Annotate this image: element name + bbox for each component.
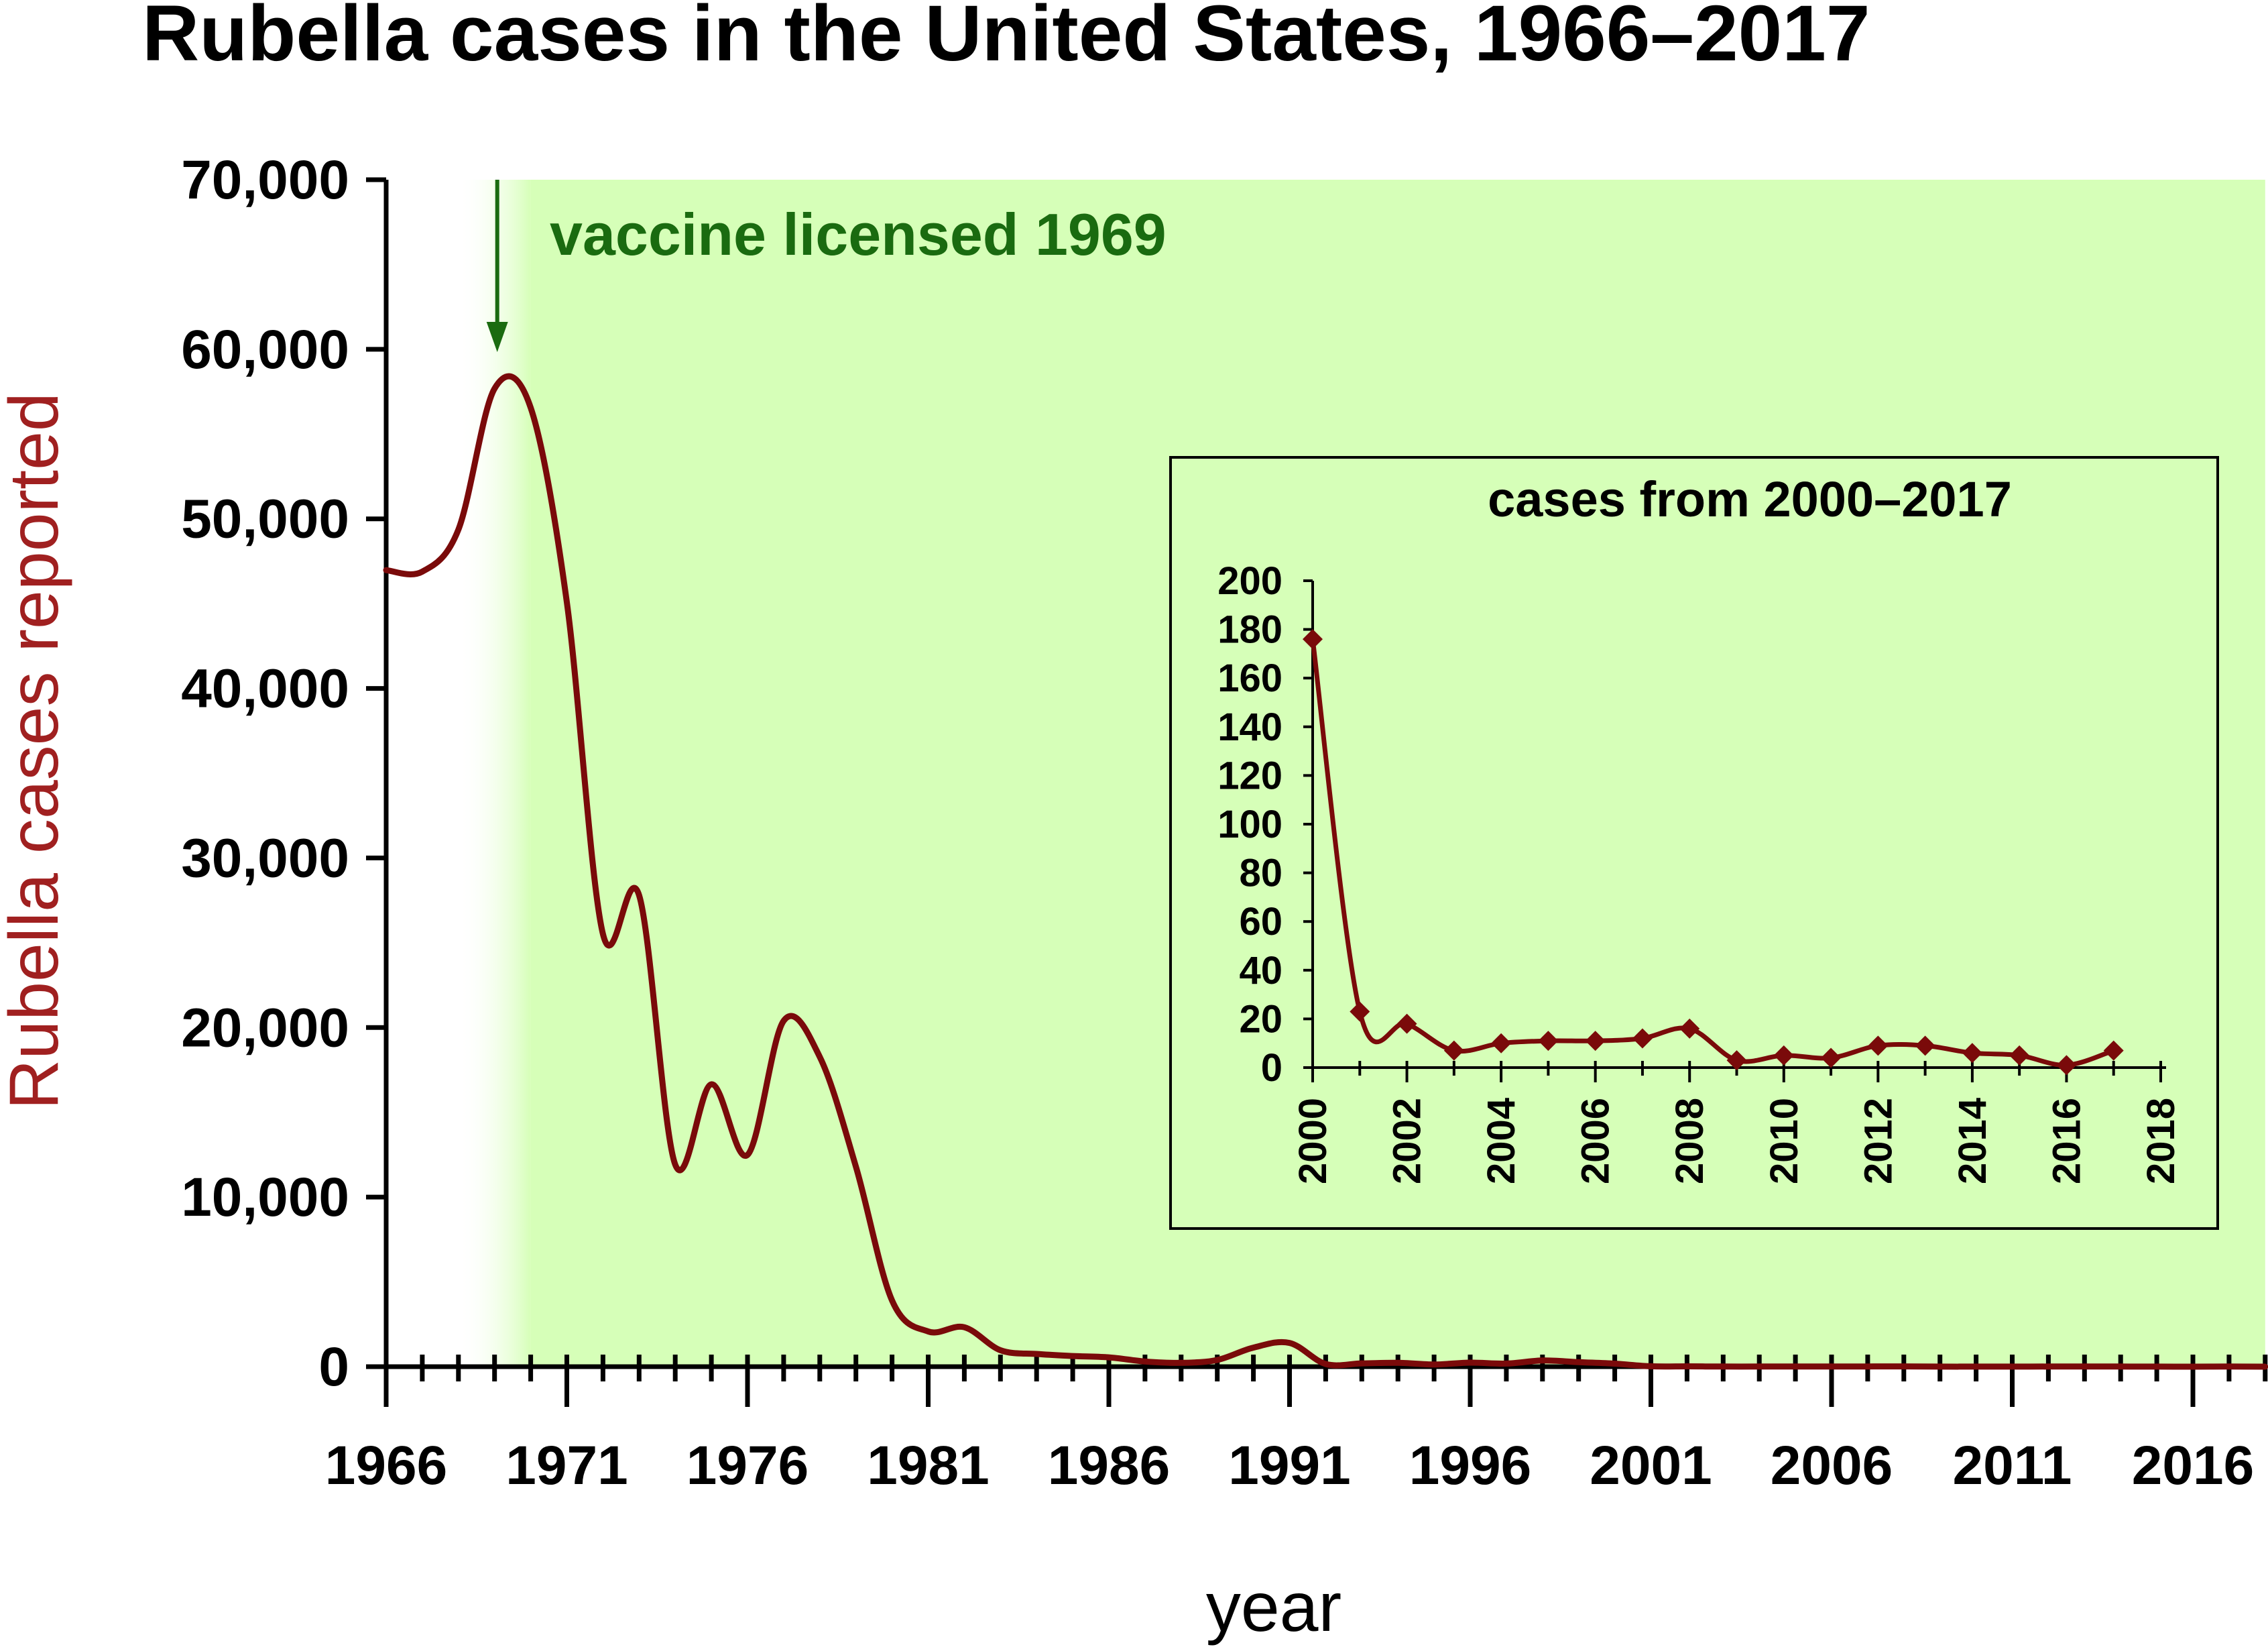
inset-x-tick-label: 2004 (1480, 1098, 1523, 1184)
inset-data-marker (1350, 1001, 1370, 1022)
inset-data-marker (1443, 1040, 1464, 1061)
y-tick-label: 60,000 (181, 319, 349, 380)
x-tick-label: 2001 (1590, 1435, 1712, 1496)
inset-data-marker (1868, 1035, 1889, 1056)
y-tick-labels: 0 10,000 20,000 30,000 40,000 50,000 60,000 70,… (181, 150, 349, 1398)
x-tick-label: 1986 (1048, 1435, 1170, 1496)
x-tick-label: 2011 (1953, 1435, 2072, 1496)
x-tick-label: 1976 (687, 1435, 809, 1496)
x-tick-label: 2016 (2132, 1435, 2254, 1496)
x-axis-title: year (1206, 1569, 1341, 1646)
y-tick-label: 30,000 (181, 828, 349, 889)
inset-y-tick-label: 200 (1217, 559, 1282, 603)
inset-x-tick-label: 2002 (1386, 1098, 1429, 1184)
x-tick-labels: 1966 1971 1976 1981 1986 1991 1996 2001 2006 2011… (325, 1435, 2254, 1496)
x-tick-label: 2006 (1771, 1435, 1893, 1496)
inset-data-marker (1303, 629, 1323, 650)
inset-x-tick-label: 2012 (1856, 1098, 1900, 1184)
inset-x-tick-labels: 2000 2002 2004 2006 2008 2010 2012 2014 2016 2018 (1291, 1098, 2183, 1184)
vaccine-annotation: vaccine licensed 1969 (486, 180, 1167, 352)
inset-data-marker (1396, 1013, 1417, 1034)
inset-data-marker (2103, 1040, 2124, 1061)
inset-y-tick-labels: 0 20 40 60 80 100 120 140 160 180 200 (1217, 559, 1282, 1090)
inset-x-tick-label: 2018 (2139, 1098, 2183, 1184)
inset-frame (1169, 456, 2219, 1230)
inset-data-marker (1915, 1035, 1935, 1056)
vaccine-era-fade (458, 180, 531, 1367)
inset-title: cases from 2000–2017 (1488, 471, 2012, 527)
x-tick-label: 1966 (325, 1435, 447, 1496)
inset-x-tick-label: 2000 (1291, 1098, 1335, 1184)
y-tick-label: 50,000 (181, 489, 349, 550)
y-tick-label: 10,000 (181, 1167, 349, 1228)
vaccine-annotation-text: vaccine licensed 1969 (550, 201, 1167, 268)
inset-x-tick-label: 2006 (1574, 1098, 1618, 1184)
y-axis-title: Rubella cases reported (0, 392, 73, 1110)
y-tick-label: 20,000 (181, 997, 349, 1058)
inset-panel: cases from 2000–2017 0 20 40 60 80 100 120 140 1… (1169, 456, 2219, 1230)
x-tick-label: 1991 (1228, 1435, 1350, 1496)
inset-data-marker (1538, 1031, 1559, 1051)
inset-data-marker (1679, 1018, 1700, 1039)
y-tick-label: 70,000 (181, 150, 349, 211)
inset-data-marker (1491, 1033, 1512, 1054)
inset-data-marker (2056, 1055, 2077, 1076)
inset-y-tick-label: 100 (1217, 803, 1282, 846)
inset-y-tick-label: 0 (1261, 1046, 1282, 1090)
inset-data-marker (1632, 1028, 1653, 1049)
inset-y-tick-label: 60 (1239, 900, 1282, 944)
inset-y-tick-label: 120 (1217, 754, 1282, 797)
inset-y-tick-label: 140 (1217, 705, 1282, 749)
inset-data-marker (1821, 1047, 1842, 1068)
inset-y-tick-label: 80 (1239, 852, 1282, 895)
inset-x-tick-label: 2008 (1668, 1098, 1712, 1184)
x-tick-label: 1971 (505, 1435, 628, 1496)
inset-data-marker (1962, 1043, 1982, 1064)
x-tick-label: 1996 (1409, 1435, 1531, 1496)
inset-data-marker (1773, 1045, 1794, 1066)
inset-y-tick-label: 160 (1217, 657, 1282, 700)
inset-data-marker (1585, 1031, 1606, 1051)
inset-x-tick-label: 2010 (1763, 1098, 1806, 1184)
inset-data-marker (2009, 1045, 2030, 1066)
y-tick-label: 40,000 (181, 659, 349, 720)
inset-y-tick-label: 40 (1239, 949, 1282, 992)
inset-data-marker (1726, 1050, 1747, 1071)
cases-series-line (383, 373, 2268, 1370)
inset-markers (1303, 629, 2124, 1076)
x-tick-label: 1981 (867, 1435, 989, 1496)
inset-y-tick-label: 20 (1239, 997, 1282, 1041)
chart-title: Rubella cases in the United States, 1966… (142, 0, 1870, 78)
inset-x-tick-label: 2016 (2045, 1098, 2088, 1184)
y-tick-label: 0 (318, 1336, 349, 1398)
inset-y-tick-label: 180 (1217, 608, 1282, 652)
vaccine-arrow-head (486, 322, 508, 352)
inset-x-tick-label: 2014 (1951, 1098, 1994, 1184)
